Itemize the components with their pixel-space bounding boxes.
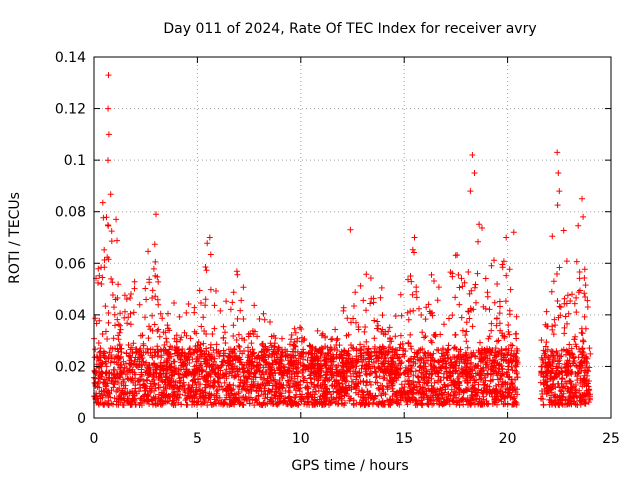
y-tick-label: 0.02 <box>55 359 86 375</box>
x-tick-label: 0 <box>90 431 99 447</box>
roti-points <box>91 72 594 409</box>
y-tick-label: 0.08 <box>55 205 86 221</box>
y-tick-label: 0.1 <box>64 153 86 169</box>
y-tick-label: 0.12 <box>55 102 86 118</box>
x-tick-label: 15 <box>395 431 413 447</box>
y-tick-label: 0.06 <box>55 256 86 272</box>
y-axis-title: ROTI / TECUs <box>7 192 23 284</box>
x-tick-label: 5 <box>193 431 202 447</box>
x-tick-label: 25 <box>602 431 620 447</box>
x-axis-title: GPS time / hours <box>291 458 408 474</box>
x-tick-label: 20 <box>499 431 517 447</box>
chart-title: Day 011 of 2024, Rate Of TEC Index for r… <box>163 21 536 37</box>
tick-labels: 0 5 10 15 20 25 0 0.02 0.04 0.06 0.08 0.1 0.12 0.14 <box>55 50 620 447</box>
y-tick-label: 0.14 <box>55 50 86 66</box>
data-points <box>91 72 594 409</box>
x-tick-label: 10 <box>292 431 310 447</box>
y-tick-label: 0.04 <box>55 308 86 324</box>
plot-frame <box>93 56 612 419</box>
y-tick-label: 0 <box>77 411 86 427</box>
axis-ticks <box>93 56 612 419</box>
